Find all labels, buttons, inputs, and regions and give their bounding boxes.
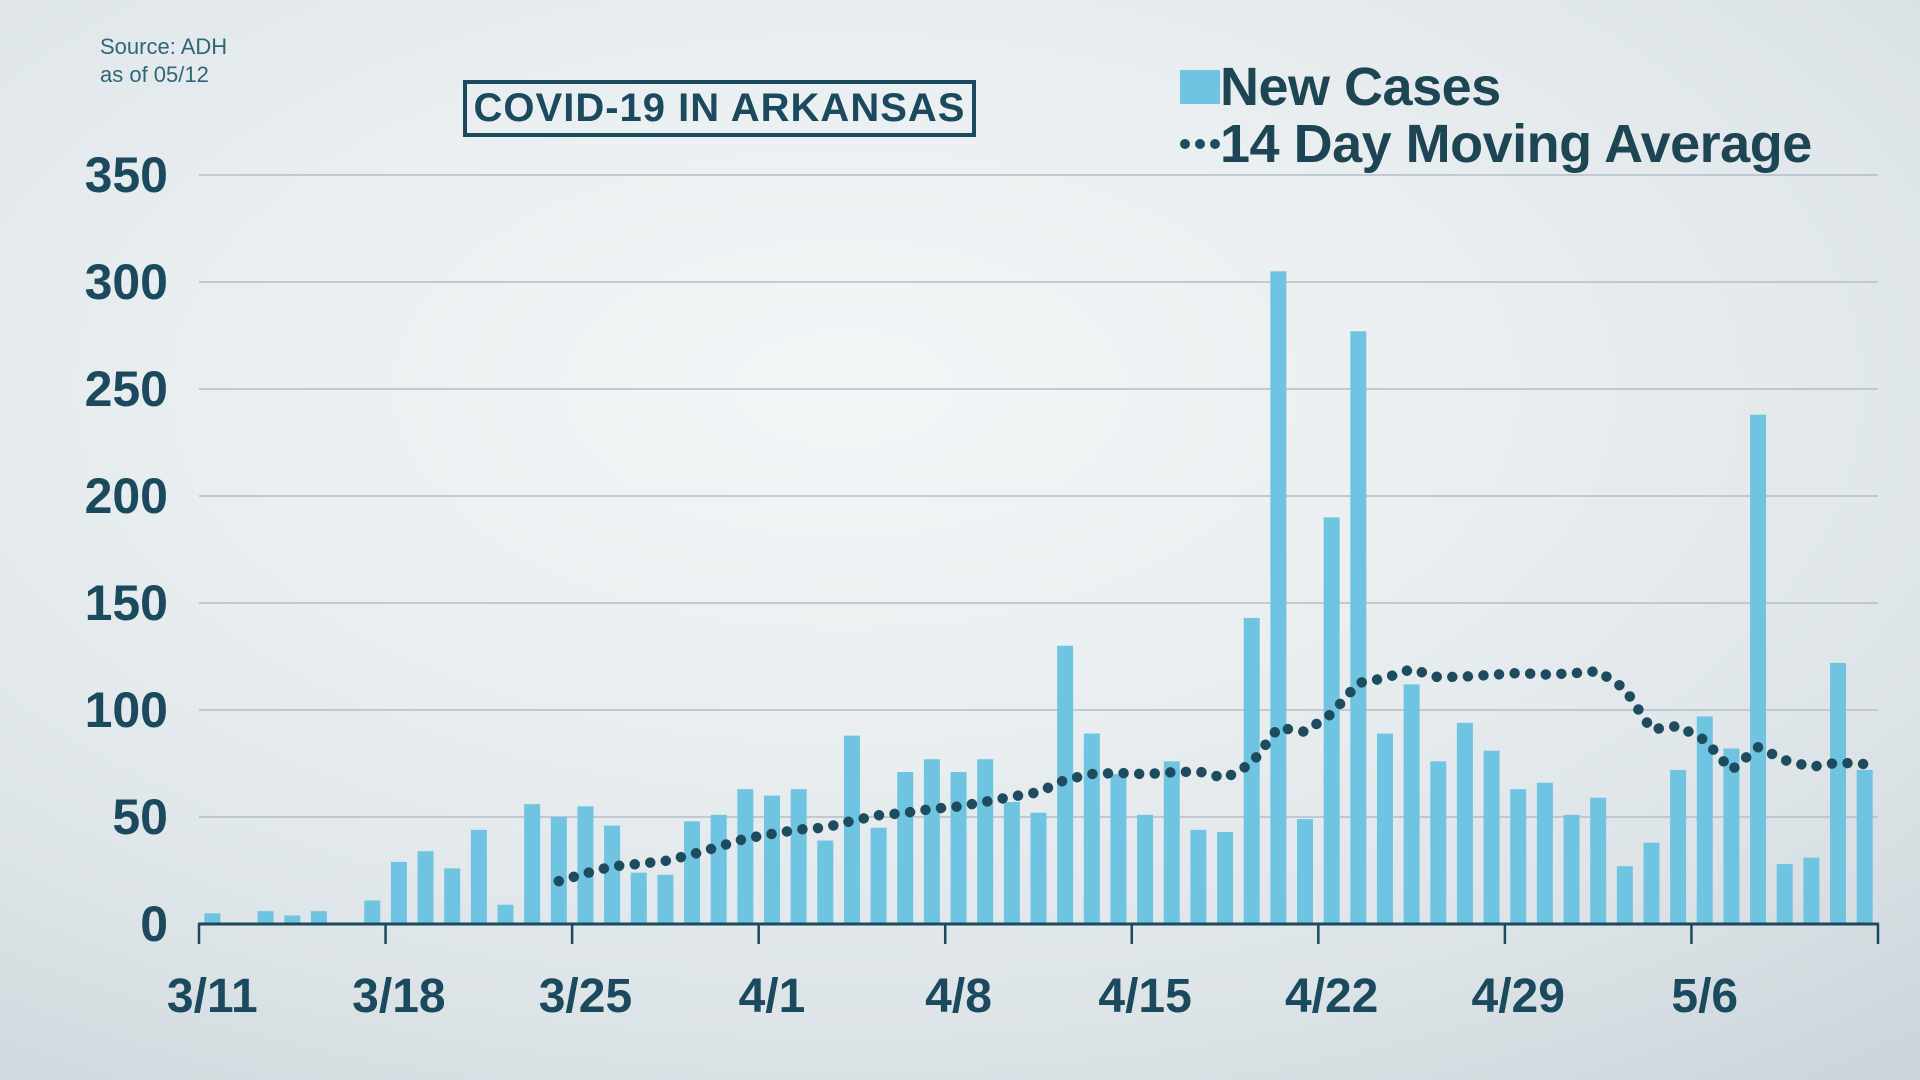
new-cases-bar (843, 735, 860, 924)
new-cases-bar (604, 825, 621, 924)
new-cases-bar (1696, 716, 1713, 924)
new-cases-bar (1350, 331, 1367, 925)
new-cases-bar (1430, 761, 1447, 924)
new-cases-bar (204, 913, 221, 924)
new-cases-bar (657, 874, 674, 924)
new-cases-bar (710, 814, 727, 924)
new-cases-bar (870, 827, 887, 924)
new-cases-bar (524, 804, 541, 924)
chart-title: COVID-19 IN ARKANSAS (463, 80, 976, 137)
y-axis-label: 200 (85, 468, 168, 524)
x-tick-label: 4/1 (739, 970, 806, 1023)
new-cases-bar (577, 806, 594, 924)
new-cases-bar (1243, 617, 1260, 924)
new-cases-bar (1110, 774, 1127, 924)
new-cases-bar (497, 904, 514, 924)
new-cases-bar (1563, 814, 1580, 924)
new-cases-bar (550, 817, 567, 924)
new-cases-bar (897, 772, 914, 924)
y-axis-label: 250 (85, 361, 168, 417)
new-cases-bar (977, 759, 994, 924)
new-cases-bar (817, 840, 834, 924)
new-cases-bar (1403, 684, 1420, 924)
new-cases-bar (1137, 814, 1154, 924)
x-tick-label: 3/18 (352, 970, 445, 1023)
new-cases-bar (1856, 769, 1873, 924)
new-cases-bar (1190, 829, 1207, 924)
new-cases-bar (1483, 750, 1500, 924)
new-cases-bar (737, 789, 754, 924)
x-tick-label: 3/11 (167, 970, 258, 1023)
new-cases-bar (1217, 831, 1234, 924)
y-axis-label: 350 (85, 147, 168, 203)
moving-average-line (553, 663, 1870, 887)
source-line: Source: ADH (100, 34, 228, 59)
new-cases-bar (364, 900, 381, 924)
legend-label-moving-average: 14 Day Moving Average (1220, 113, 1812, 174)
source-note: Source: ADH as of 05/12 (100, 33, 227, 89)
new-cases-bar (763, 795, 780, 924)
new-cases-bar (1297, 819, 1314, 924)
x-tick-label: 4/22 (1285, 970, 1378, 1023)
new-cases-bar (390, 861, 407, 924)
y-axis-label: 300 (85, 254, 168, 310)
new-cases-bar (1456, 722, 1473, 924)
new-cases-bar (1830, 662, 1847, 924)
y-axis-label: 150 (85, 575, 168, 631)
new-cases-bar (1750, 414, 1767, 924)
y-axis-label: 50 (112, 789, 168, 845)
legend-label-new-cases: New Cases (1220, 56, 1501, 117)
new-cases-bar (1003, 802, 1020, 924)
new-cases-bar (1510, 789, 1527, 924)
new-cases-bar (1323, 517, 1340, 924)
y-axis-label: 100 (85, 682, 168, 738)
new-cases-bar (1616, 866, 1633, 924)
x-tick-label: 4/15 (1098, 970, 1191, 1023)
new-cases-bar (284, 915, 301, 924)
x-tick-label: 3/25 (539, 970, 632, 1023)
legend-row-new-cases: New Cases (1180, 56, 1812, 117)
new-cases-bar (257, 911, 274, 924)
new-cases-bar (1670, 769, 1687, 924)
new-cases-bar (310, 911, 327, 924)
new-cases-bar (1270, 271, 1287, 924)
dotted-line-icon (1180, 138, 1220, 149)
new-cases-bar (470, 829, 487, 924)
new-cases-bar (1723, 748, 1740, 924)
new-cases-bar (1536, 782, 1553, 924)
new-cases-bar (684, 821, 701, 924)
source-asof-line: as of 05/12 (100, 62, 209, 87)
new-cases-bar (630, 872, 647, 924)
new-cases-bar (790, 789, 807, 924)
new-cases-bar (1083, 733, 1100, 924)
new-cases-bar (444, 868, 461, 924)
new-cases-bar (1590, 797, 1607, 924)
new-cases-bar (417, 851, 434, 924)
new-cases-bar (1776, 864, 1793, 924)
y-axis-label: 0 (140, 896, 168, 952)
new-cases-bar (923, 759, 940, 924)
new-cases-bar (950, 772, 967, 924)
x-tick-label: 4/8 (925, 970, 992, 1023)
new-cases-swatch-icon (1180, 69, 1220, 104)
x-tick-label: 4/29 (1472, 970, 1565, 1023)
new-cases-bar (1803, 857, 1820, 924)
legend: New Cases 14 Day Moving Average (1180, 56, 1812, 174)
new-cases-bar (1643, 842, 1660, 924)
new-cases-bar (1163, 761, 1180, 924)
x-tick-label: 5/6 (1671, 970, 1738, 1023)
legend-row-moving-average: 14 Day Moving Average (1180, 113, 1812, 174)
new-cases-bar (1376, 733, 1393, 924)
new-cases-bar (1030, 812, 1047, 924)
